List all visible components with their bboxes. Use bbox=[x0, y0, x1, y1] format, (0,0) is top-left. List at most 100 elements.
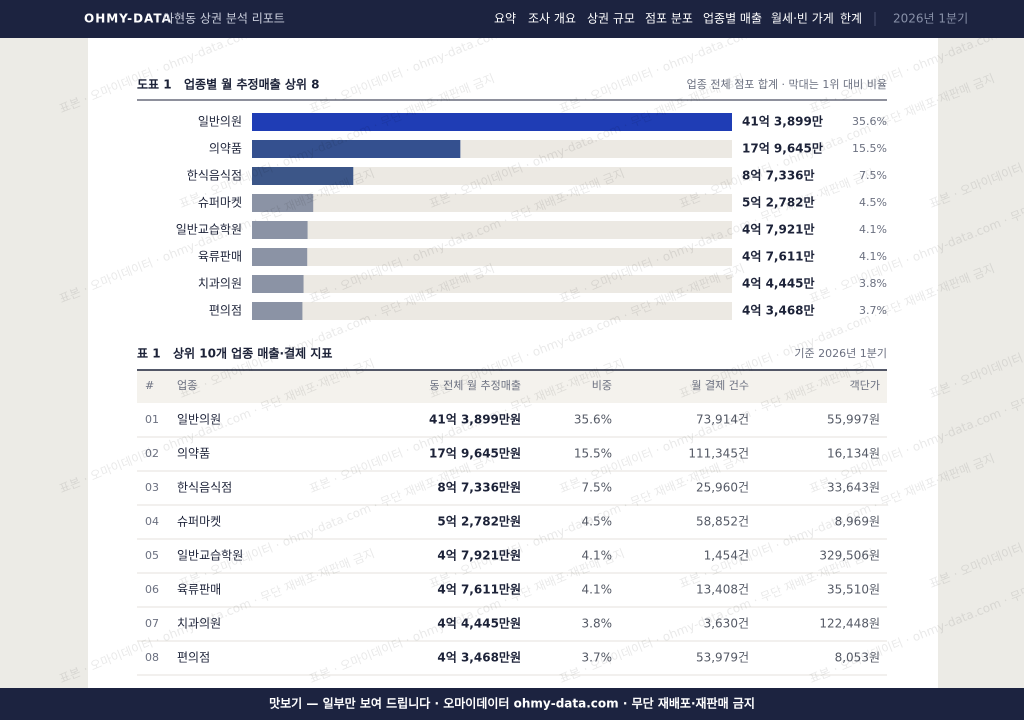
footer-notice: 맛보기 — 일부만 보여 드립니다 · 오마이데이터 ohmy-data.com… bbox=[269, 696, 755, 711]
nav-item[interactable]: 한계 bbox=[840, 12, 862, 26]
table-cell: 08 bbox=[145, 651, 159, 664]
table-cell: 07 bbox=[145, 617, 159, 630]
bar-track bbox=[252, 275, 732, 293]
bar bbox=[252, 167, 354, 185]
figure-note: 업종 전체 점포 합계 · 막대는 1위 대비 비율 bbox=[687, 78, 887, 91]
table-cell: 15.5% bbox=[574, 447, 612, 461]
bar-track bbox=[252, 194, 732, 212]
table-cell: 편의점 bbox=[177, 651, 210, 665]
figure-title: 업종별 월 추정매출 상위 8 bbox=[184, 77, 319, 92]
share-label: 15.5% bbox=[852, 142, 887, 155]
table-title: 상위 10개 업종 매출·결제 지표 bbox=[173, 346, 332, 361]
table-cell: 3.7% bbox=[582, 651, 613, 665]
value-label: 4억 3,468만 bbox=[742, 303, 815, 318]
nav-item[interactable]: 상권 규모 bbox=[587, 12, 635, 26]
table-cell: 05 bbox=[145, 549, 159, 562]
table-cell: 치과의원 bbox=[177, 617, 221, 631]
share-label: 3.8% bbox=[859, 277, 887, 290]
table-cell: 4억 4,445만원 bbox=[437, 616, 521, 631]
table-cell: 01 bbox=[145, 413, 159, 426]
table-cell: 55,997원 bbox=[827, 413, 880, 427]
table-cell: 17억 9,645만원 bbox=[429, 446, 521, 461]
nav-item[interactable]: 조사 개요 bbox=[528, 12, 576, 26]
nav-item[interactable]: 요약 bbox=[494, 11, 516, 26]
table-cell: 111,345건 bbox=[688, 447, 749, 461]
table-cell: 4억 7,921만원 bbox=[437, 548, 521, 563]
table-cell: 329,506원 bbox=[819, 549, 880, 563]
table-cell: 8,969원 bbox=[835, 515, 880, 529]
bar-track bbox=[252, 167, 732, 185]
table-cell: 일반의원 bbox=[177, 413, 221, 427]
nav: 요약 조사 개요 상권 규모 점포 분포 업종별 매출 월세·빈 가게 한계 bbox=[494, 11, 862, 26]
table-cell: 33,643원 bbox=[827, 481, 880, 495]
table-cell: 4.1% bbox=[582, 549, 613, 563]
table-cell: 4.1% bbox=[582, 583, 613, 597]
share-label: 4.1% bbox=[859, 223, 887, 236]
category-label: 일반의원 bbox=[198, 115, 242, 129]
top-bar bbox=[0, 0, 1024, 38]
table-cell: 8억 7,336만원 bbox=[437, 480, 521, 495]
table-cell: 육류판매 bbox=[177, 583, 221, 597]
table-cell: 1,454건 bbox=[704, 549, 749, 563]
category-label: 편의점 bbox=[209, 304, 242, 318]
bar bbox=[252, 248, 308, 266]
column-header: 객단가 bbox=[850, 379, 880, 392]
table-cell: 73,914건 bbox=[696, 413, 749, 427]
share-label: 4.5% bbox=[859, 196, 887, 209]
nav-item[interactable]: 점포 분포 bbox=[645, 12, 693, 26]
table-cell: 4.5% bbox=[582, 515, 613, 529]
table-header-bg bbox=[137, 370, 887, 403]
share-label: 4.1% bbox=[859, 250, 887, 263]
table-cell: 35.6% bbox=[574, 413, 612, 427]
table-cell: 3.8% bbox=[582, 617, 613, 631]
table-cell: 슈퍼마켓 bbox=[177, 515, 221, 529]
footer-bar bbox=[0, 688, 1024, 720]
bar bbox=[252, 275, 304, 293]
value-label: 4억 7,921만 bbox=[742, 222, 815, 237]
table-cell: 5억 2,782만원 bbox=[437, 514, 521, 529]
category-label: 치과의원 bbox=[198, 277, 242, 291]
nav-item[interactable]: 월세·빈 가게 bbox=[771, 12, 834, 26]
table-cell: 4억 7,611만원 bbox=[437, 582, 521, 597]
category-label: 한식음식점 bbox=[187, 169, 242, 183]
table-cell: 04 bbox=[145, 515, 159, 528]
content: 도표 1 업종별 월 추정매출 상위 8 업종 전체 점포 합계 · 막대는 1… bbox=[137, 77, 887, 676]
category-label: 의약품 bbox=[209, 141, 242, 156]
period: 2026년 1분기 bbox=[893, 12, 968, 26]
table-cell: 일반교습학원 bbox=[177, 549, 243, 563]
bar bbox=[252, 140, 461, 158]
table-cell: 25,960건 bbox=[696, 481, 749, 495]
report-title: 아현동 상권 분석 리포트 bbox=[163, 12, 285, 26]
value-label: 41억 3,899만 bbox=[742, 114, 823, 129]
bar bbox=[252, 113, 732, 131]
bar-track bbox=[252, 248, 732, 266]
table-cell: 4억 3,468만원 bbox=[437, 650, 521, 665]
table-note: 기준 2026년 1분기 bbox=[794, 347, 887, 360]
column-header: 비중 bbox=[592, 379, 612, 392]
share-label: 3.7% bbox=[859, 304, 887, 317]
value-label: 4억 7,611만 bbox=[742, 249, 815, 264]
bar-track bbox=[252, 302, 732, 320]
figure-label: 도표 1 bbox=[137, 78, 172, 92]
nav-item[interactable]: 업종별 매출 bbox=[703, 12, 762, 26]
table-cell: 16,134원 bbox=[827, 447, 880, 461]
table-cell: 3,630건 bbox=[704, 617, 749, 631]
table-cell: 35,510원 bbox=[827, 583, 880, 597]
table-cell: 8,053원 bbox=[835, 651, 880, 665]
table-cell: 한식음식점 bbox=[177, 481, 232, 495]
brand[interactable]: OHMY-DATA bbox=[84, 12, 172, 26]
table-cell: 03 bbox=[145, 481, 159, 494]
column-header: 동 전체 월 추정매출 bbox=[430, 379, 521, 392]
bar bbox=[252, 194, 314, 212]
value-label: 5억 2,782만 bbox=[742, 195, 815, 210]
share-label: 7.5% bbox=[859, 169, 887, 182]
table-cell: 122,448원 bbox=[819, 617, 880, 631]
table-cell: 02 bbox=[145, 447, 159, 460]
table-label: 표 1 bbox=[137, 347, 161, 361]
category-label: 슈퍼마켓 bbox=[198, 196, 242, 210]
bar bbox=[252, 221, 308, 239]
category-label: 육류판매 bbox=[198, 250, 242, 264]
table-cell: 7.5% bbox=[582, 481, 613, 495]
